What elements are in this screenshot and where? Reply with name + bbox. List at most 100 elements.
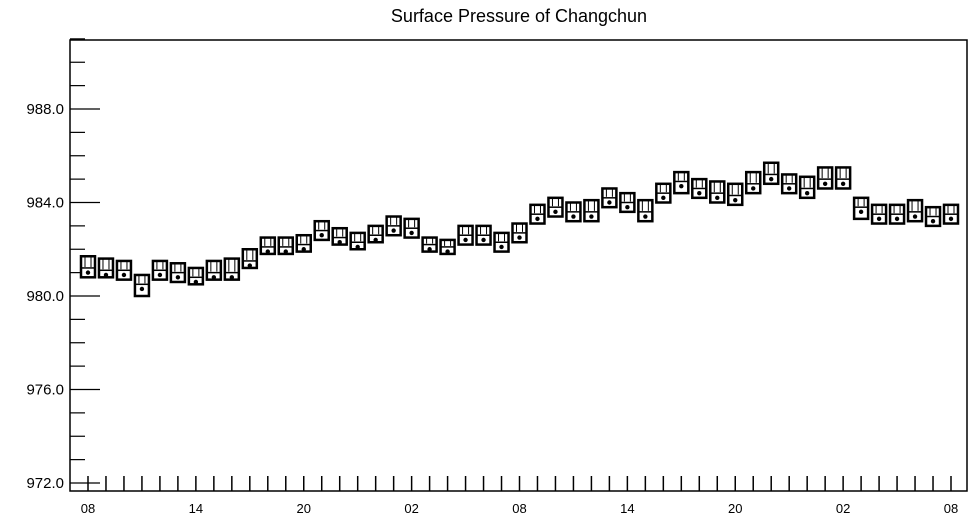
box bbox=[834, 166, 852, 190]
box-mean-dot bbox=[103, 272, 109, 278]
box bbox=[331, 226, 348, 246]
box-mean-dot bbox=[733, 197, 738, 203]
box bbox=[493, 231, 510, 253]
box bbox=[133, 273, 151, 298]
box-body bbox=[673, 170, 690, 195]
y-tick-label: 984.0 bbox=[26, 195, 64, 212]
box bbox=[637, 198, 654, 223]
box bbox=[313, 219, 330, 242]
y-tick-label: 988.0 bbox=[26, 101, 64, 118]
box-mean-dot bbox=[930, 219, 936, 224]
chart-title: Surface Pressure of Changchun bbox=[391, 6, 647, 26]
box-mean-dot bbox=[175, 275, 181, 280]
box-mean-dot bbox=[643, 214, 648, 219]
box-mean-dot bbox=[391, 228, 396, 233]
box bbox=[421, 236, 438, 253]
x-tick-label: 02 bbox=[404, 501, 418, 516]
box-mean-dot bbox=[121, 272, 127, 278]
box bbox=[403, 217, 420, 239]
box bbox=[798, 175, 816, 200]
x-tick-label: 14 bbox=[189, 501, 203, 516]
box bbox=[295, 233, 312, 253]
box-mean-dot bbox=[715, 195, 720, 201]
box bbox=[780, 173, 798, 195]
x-tick-label: 02 bbox=[836, 501, 850, 516]
box-mean-dot bbox=[373, 237, 378, 243]
box bbox=[691, 177, 708, 200]
box-mean-dot bbox=[445, 249, 450, 254]
box bbox=[205, 259, 223, 281]
box bbox=[565, 201, 582, 223]
box-mean-dot bbox=[265, 249, 270, 254]
box-mean-dot bbox=[769, 176, 774, 182]
box bbox=[169, 262, 187, 284]
x-tick-label: 20 bbox=[297, 501, 311, 516]
box bbox=[259, 236, 277, 256]
box bbox=[277, 236, 295, 256]
box bbox=[870, 203, 888, 225]
box bbox=[223, 257, 241, 281]
x-tick-label: 20 bbox=[728, 501, 742, 516]
box bbox=[619, 191, 636, 214]
x-tick-label: 08 bbox=[81, 501, 95, 516]
box-mean-dot bbox=[912, 214, 918, 219]
box bbox=[762, 161, 780, 186]
box-mean-dot bbox=[804, 190, 810, 196]
box-mean-dot bbox=[679, 183, 684, 189]
box bbox=[529, 203, 546, 225]
box bbox=[439, 238, 456, 256]
box bbox=[367, 224, 384, 244]
box-mean-dot bbox=[858, 209, 864, 215]
box-mean-dot bbox=[283, 249, 288, 254]
box-series bbox=[79, 161, 960, 298]
box-mean-dot bbox=[355, 244, 360, 250]
box bbox=[709, 180, 726, 204]
box bbox=[673, 170, 690, 195]
box bbox=[924, 205, 942, 228]
plot-frame bbox=[69, 39, 968, 492]
box bbox=[942, 203, 960, 225]
box-mean-dot bbox=[589, 214, 594, 219]
box-body bbox=[852, 196, 870, 221]
box bbox=[187, 266, 205, 286]
box bbox=[547, 196, 564, 218]
box-mean-dot bbox=[840, 181, 846, 186]
box bbox=[511, 222, 528, 244]
box-mean-dot bbox=[463, 237, 468, 243]
box bbox=[727, 182, 744, 207]
box-mean-dot bbox=[139, 286, 145, 292]
x-tick-label: 08 bbox=[944, 501, 958, 516]
box-mean-dot bbox=[157, 272, 163, 278]
x-tick-label: 14 bbox=[620, 501, 634, 516]
box-mean-dot bbox=[553, 209, 558, 215]
box bbox=[241, 248, 259, 270]
y-tick-label: 980.0 bbox=[26, 288, 64, 305]
box-mean-dot bbox=[751, 186, 756, 191]
y-tick-label: 972.0 bbox=[26, 475, 64, 492]
box-mean-dot bbox=[517, 235, 522, 240]
box-mean-dot bbox=[625, 204, 630, 210]
box-mean-dot bbox=[211, 275, 217, 280]
x-axis: 08 14 20 02 08 14 20 02 08 bbox=[81, 476, 958, 516]
box-mean-dot bbox=[193, 279, 199, 285]
box-mean-dot bbox=[409, 230, 414, 236]
box bbox=[601, 187, 618, 209]
box bbox=[816, 166, 834, 190]
box bbox=[115, 259, 133, 281]
box bbox=[349, 231, 366, 251]
box-mean-dot bbox=[786, 186, 792, 191]
box-mean-dot bbox=[697, 190, 702, 196]
box bbox=[744, 170, 762, 195]
box-mean-dot bbox=[535, 216, 540, 222]
box bbox=[906, 198, 924, 223]
box-mean-dot bbox=[948, 216, 954, 222]
box-mean-dot bbox=[499, 244, 504, 250]
box bbox=[583, 198, 600, 223]
box-mean-dot bbox=[894, 216, 900, 222]
box-body bbox=[133, 273, 151, 298]
box-mean-dot bbox=[427, 247, 432, 252]
box-mean-dot bbox=[337, 240, 342, 245]
box bbox=[457, 224, 474, 246]
box bbox=[151, 259, 169, 281]
